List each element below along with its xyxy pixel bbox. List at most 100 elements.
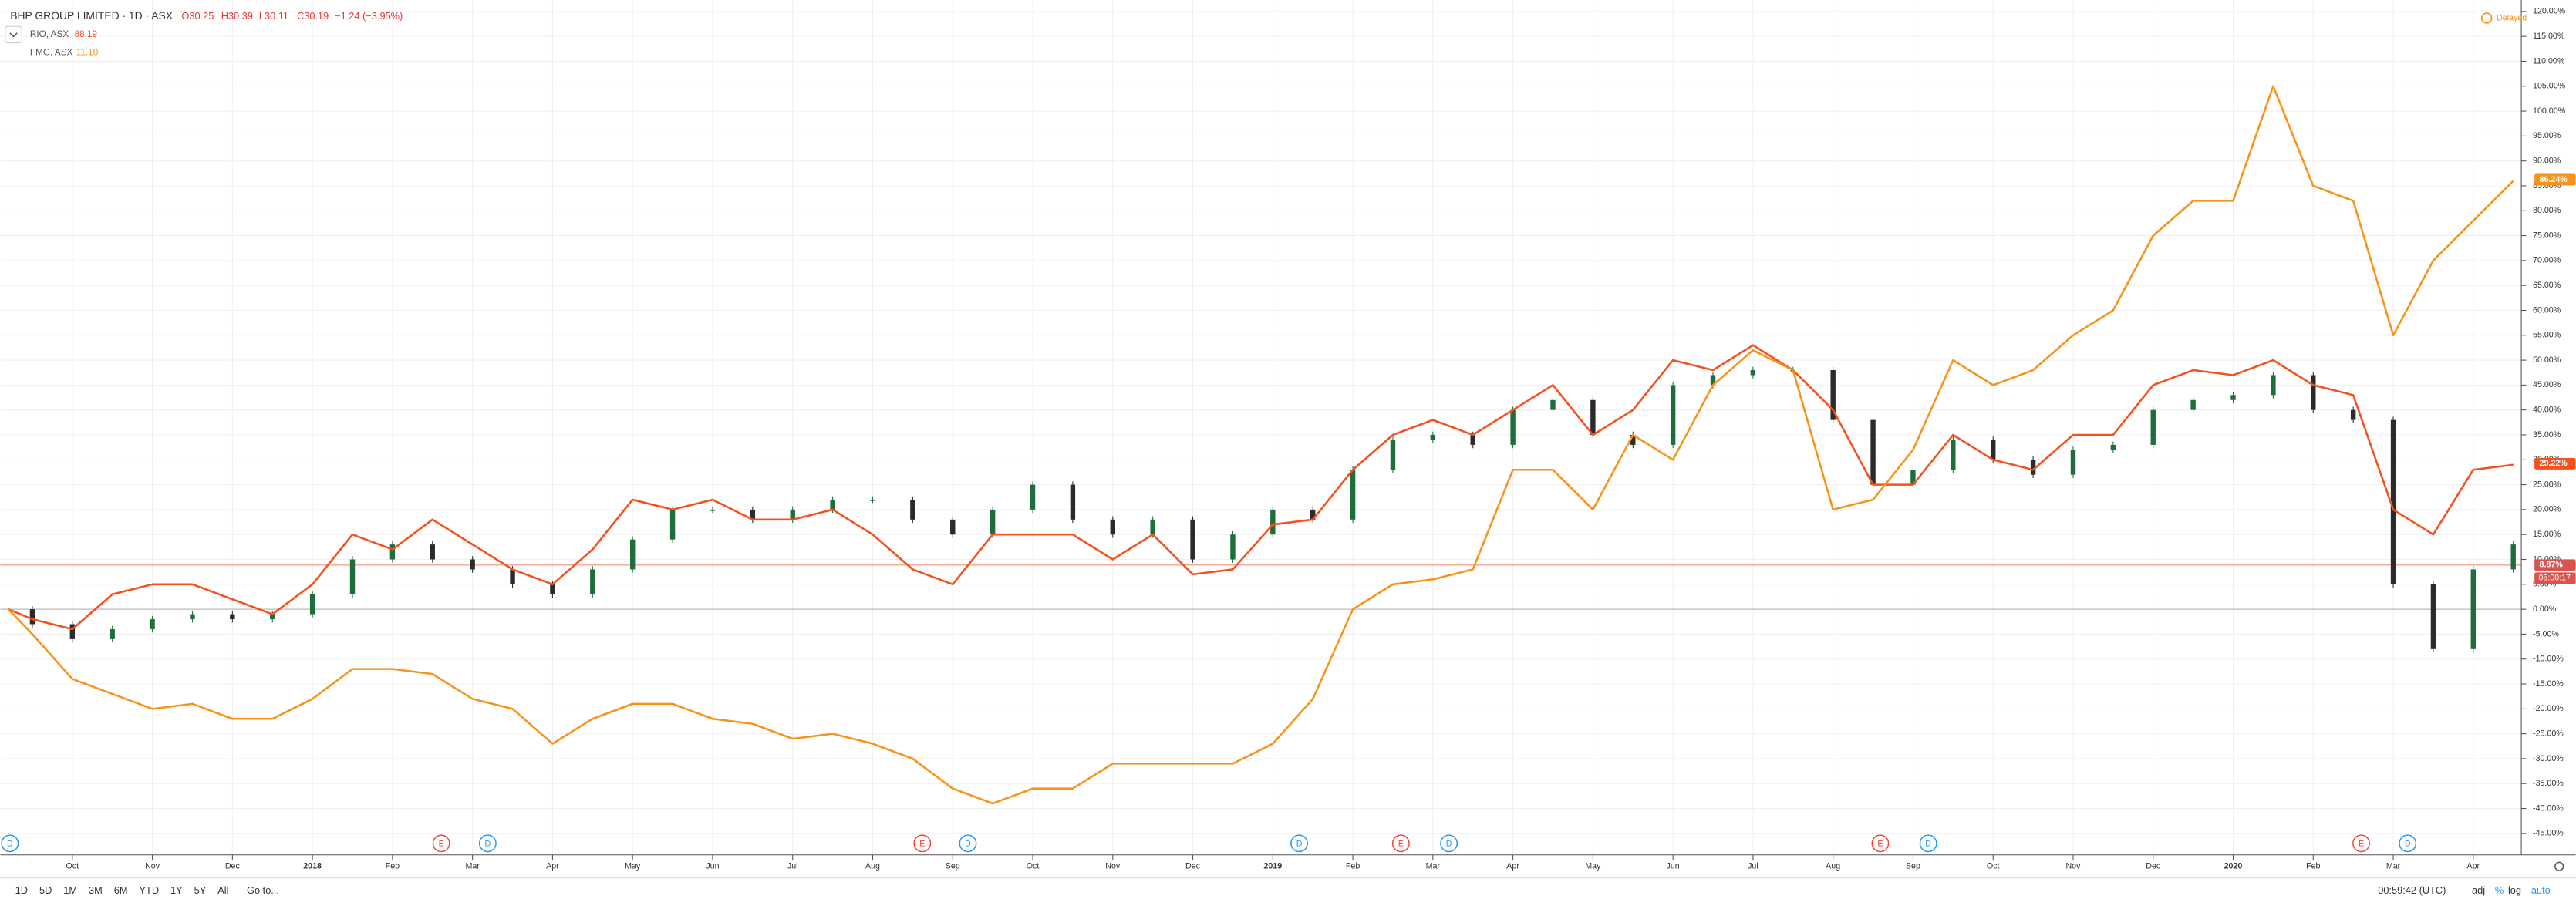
- event-marker[interactable]: [913, 834, 932, 853]
- y-tick-label: 100.00%: [2533, 106, 2566, 116]
- candle-body: [1070, 484, 1076, 520]
- candle: [1510, 406, 1516, 449]
- y-tick-label: 15.00%: [2533, 530, 2561, 539]
- range-button[interactable]: 5D: [39, 884, 52, 896]
- candle-body: [470, 559, 475, 570]
- series-line: [8, 344, 2514, 631]
- range-button[interactable]: 6M: [114, 884, 128, 896]
- range-button[interactable]: 1M: [63, 884, 77, 896]
- x-tick-label: Mar: [465, 862, 480, 871]
- event-marker[interactable]: [1871, 834, 1890, 853]
- event-marker[interactable]: [478, 834, 497, 853]
- x-tick-label: Apr: [1506, 862, 1519, 871]
- candle: [470, 556, 475, 573]
- x-tick-label: Jul: [787, 862, 798, 871]
- event-marker[interactable]: [2399, 834, 2417, 853]
- event-marker[interactable]: [1391, 834, 1410, 853]
- y-tick-label: -30.00%: [2533, 754, 2564, 763]
- x-tick-label: May: [1585, 862, 1601, 871]
- y-tick-label: -20.00%: [2533, 704, 2564, 713]
- toolbar: 00:59:42 (UTC) adj % log auto 1D 5D 1M 3M 6M…: [15, 861, 2564, 896]
- candle: [69, 621, 76, 643]
- range-button[interactable]: All: [217, 884, 228, 896]
- candle: [29, 605, 35, 628]
- x-tick-label: Jun: [706, 862, 719, 871]
- range-button[interactable]: YTD: [139, 884, 159, 896]
- candle-body: [2311, 375, 2316, 410]
- candle-body: [1310, 509, 1316, 520]
- event-label: E: [439, 840, 444, 849]
- event-label: E: [1877, 840, 1883, 849]
- axis-tag-label: 8.87%: [2540, 561, 2564, 570]
- candle: [2070, 446, 2076, 478]
- y-tick-label: 65.00%: [2533, 281, 2561, 290]
- event-marker[interactable]: [1919, 834, 1937, 853]
- x-tick-label: Nov: [145, 862, 160, 871]
- settings-icon[interactable]: [2554, 861, 2564, 871]
- x-tick-label: Dec: [225, 862, 241, 871]
- option-adj[interactable]: adj: [2472, 884, 2485, 896]
- candle-body: [1110, 519, 1115, 535]
- candle-body: [950, 519, 956, 535]
- y-tick-label: -35.00%: [2533, 779, 2564, 788]
- header: BHP GROUP LIMITED · 1D · ASX O30.25 H30.…: [5, 9, 2527, 57]
- x-tick-label: 2018: [303, 862, 322, 871]
- event-marker[interactable]: [1, 834, 19, 853]
- candle: [1951, 436, 1956, 473]
- event-marker[interactable]: [432, 834, 450, 853]
- range-button[interactable]: 5Y: [194, 884, 207, 896]
- legend-toggle[interactable]: [5, 25, 22, 44]
- delayed-icon: [2480, 12, 2493, 24]
- event-label: D: [1925, 840, 1931, 849]
- candle-body: [1270, 509, 1276, 535]
- range-button[interactable]: 3M: [89, 884, 103, 896]
- candle: [230, 611, 235, 623]
- event-label: D: [1446, 840, 1452, 849]
- option-log[interactable]: log: [2508, 884, 2521, 896]
- y-tick-label: 0.00%: [2533, 605, 2557, 614]
- x-tick-label: Sep: [1906, 862, 1920, 871]
- candle-body: [349, 559, 356, 594]
- candle: [1030, 481, 1036, 514]
- y-tick-label: 40.00%: [2533, 406, 2561, 415]
- axis-tag: [2534, 457, 2576, 470]
- candle-body: [2350, 409, 2356, 420]
- option-percent[interactable]: %: [2495, 884, 2504, 896]
- candle: [2230, 392, 2236, 404]
- countdown-label: 05:00:17: [2539, 574, 2571, 583]
- option-auto[interactable]: auto: [2531, 884, 2551, 896]
- x-tick-label: Oct: [1987, 862, 2000, 871]
- series-line: [7, 85, 2514, 805]
- y-tick-label: 55.00%: [2533, 331, 2561, 340]
- event-marker[interactable]: [959, 834, 977, 853]
- event-marker[interactable]: [1290, 834, 1308, 853]
- y-tick-label: 70.00%: [2533, 256, 2561, 265]
- candle-body: [1991, 440, 1996, 460]
- y-tick-label: -45.00%: [2533, 829, 2564, 838]
- candle-body: [1430, 435, 1436, 440]
- goto-button[interactable]: Go to...: [247, 884, 279, 896]
- candle-body: [2390, 419, 2396, 584]
- candle: [870, 496, 875, 504]
- y-tick-label: 45.00%: [2533, 380, 2561, 389]
- y-tick-label: 80.00%: [2533, 206, 2561, 215]
- candle-body: [1150, 519, 1155, 535]
- range-button[interactable]: 1D: [15, 884, 28, 896]
- event-label: D: [2405, 840, 2411, 849]
- candle: [349, 556, 356, 598]
- event-marker[interactable]: [1440, 834, 1458, 853]
- candle-body: [1830, 370, 1836, 420]
- x-tick-label: Mar: [1426, 862, 1441, 871]
- candle: [309, 591, 315, 618]
- event-label: D: [965, 840, 971, 849]
- y-tick-label: 95.00%: [2533, 131, 2561, 140]
- candle-body: [2190, 399, 2196, 410]
- y-tick-label: 120.00%: [2533, 7, 2566, 16]
- x-tick-label: Nov: [1105, 862, 1121, 871]
- event-marker[interactable]: [2352, 834, 2370, 853]
- range-button[interactable]: 1Y: [170, 884, 183, 896]
- x-tick-label: Feb: [386, 862, 400, 871]
- candle-body: [1390, 440, 1396, 470]
